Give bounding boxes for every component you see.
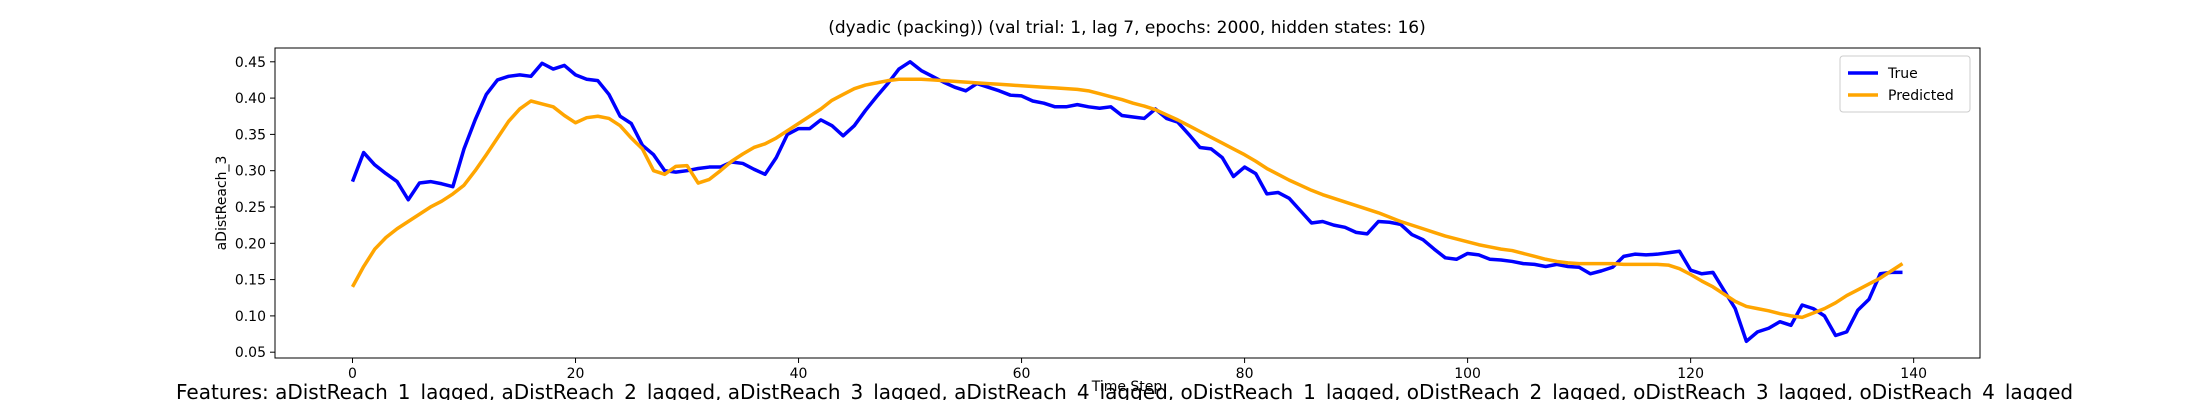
y-tick-label: 0.30 bbox=[235, 164, 266, 180]
y-tick-label: 0.20 bbox=[235, 236, 266, 252]
y-axis-label: aDistReach_3 bbox=[214, 156, 230, 251]
chart-title: (dyadic (packing)) (val trial: 1, lag 7,… bbox=[828, 18, 1426, 38]
footer-text: Features: aDistReach_1_lagged, aDistReac… bbox=[176, 380, 2073, 400]
y-tick-label: 0.40 bbox=[235, 91, 266, 107]
x-axis-label: Time Step bbox=[1091, 379, 1163, 395]
x-tick-label: 0 bbox=[348, 366, 357, 382]
x-tick-label: 100 bbox=[1454, 366, 1481, 382]
data-line bbox=[350, 77, 1904, 320]
y-tick-label: 0.15 bbox=[235, 273, 266, 289]
y-tick-label: 0.25 bbox=[235, 200, 266, 216]
y-tick-label: 0.45 bbox=[235, 55, 266, 71]
x-tick-label: 80 bbox=[1236, 366, 1254, 382]
x-tick-label: 140 bbox=[1900, 366, 1927, 382]
legend-label: Predicted bbox=[1888, 88, 1954, 104]
y-tick-label: 0.05 bbox=[235, 345, 266, 361]
legend-box bbox=[1839, 55, 1971, 113]
x-tick-label: 20 bbox=[567, 366, 585, 382]
legend-label: True bbox=[1887, 66, 1918, 82]
x-tick-label: 60 bbox=[1013, 366, 1031, 382]
y-tick-label: 0.10 bbox=[235, 309, 266, 325]
y-tick-label: 0.35 bbox=[235, 127, 266, 143]
data-line bbox=[350, 60, 1903, 344]
x-tick-label: 120 bbox=[1677, 366, 1704, 382]
plot-frame bbox=[274, 47, 1981, 359]
x-tick-label: 40 bbox=[790, 366, 808, 382]
